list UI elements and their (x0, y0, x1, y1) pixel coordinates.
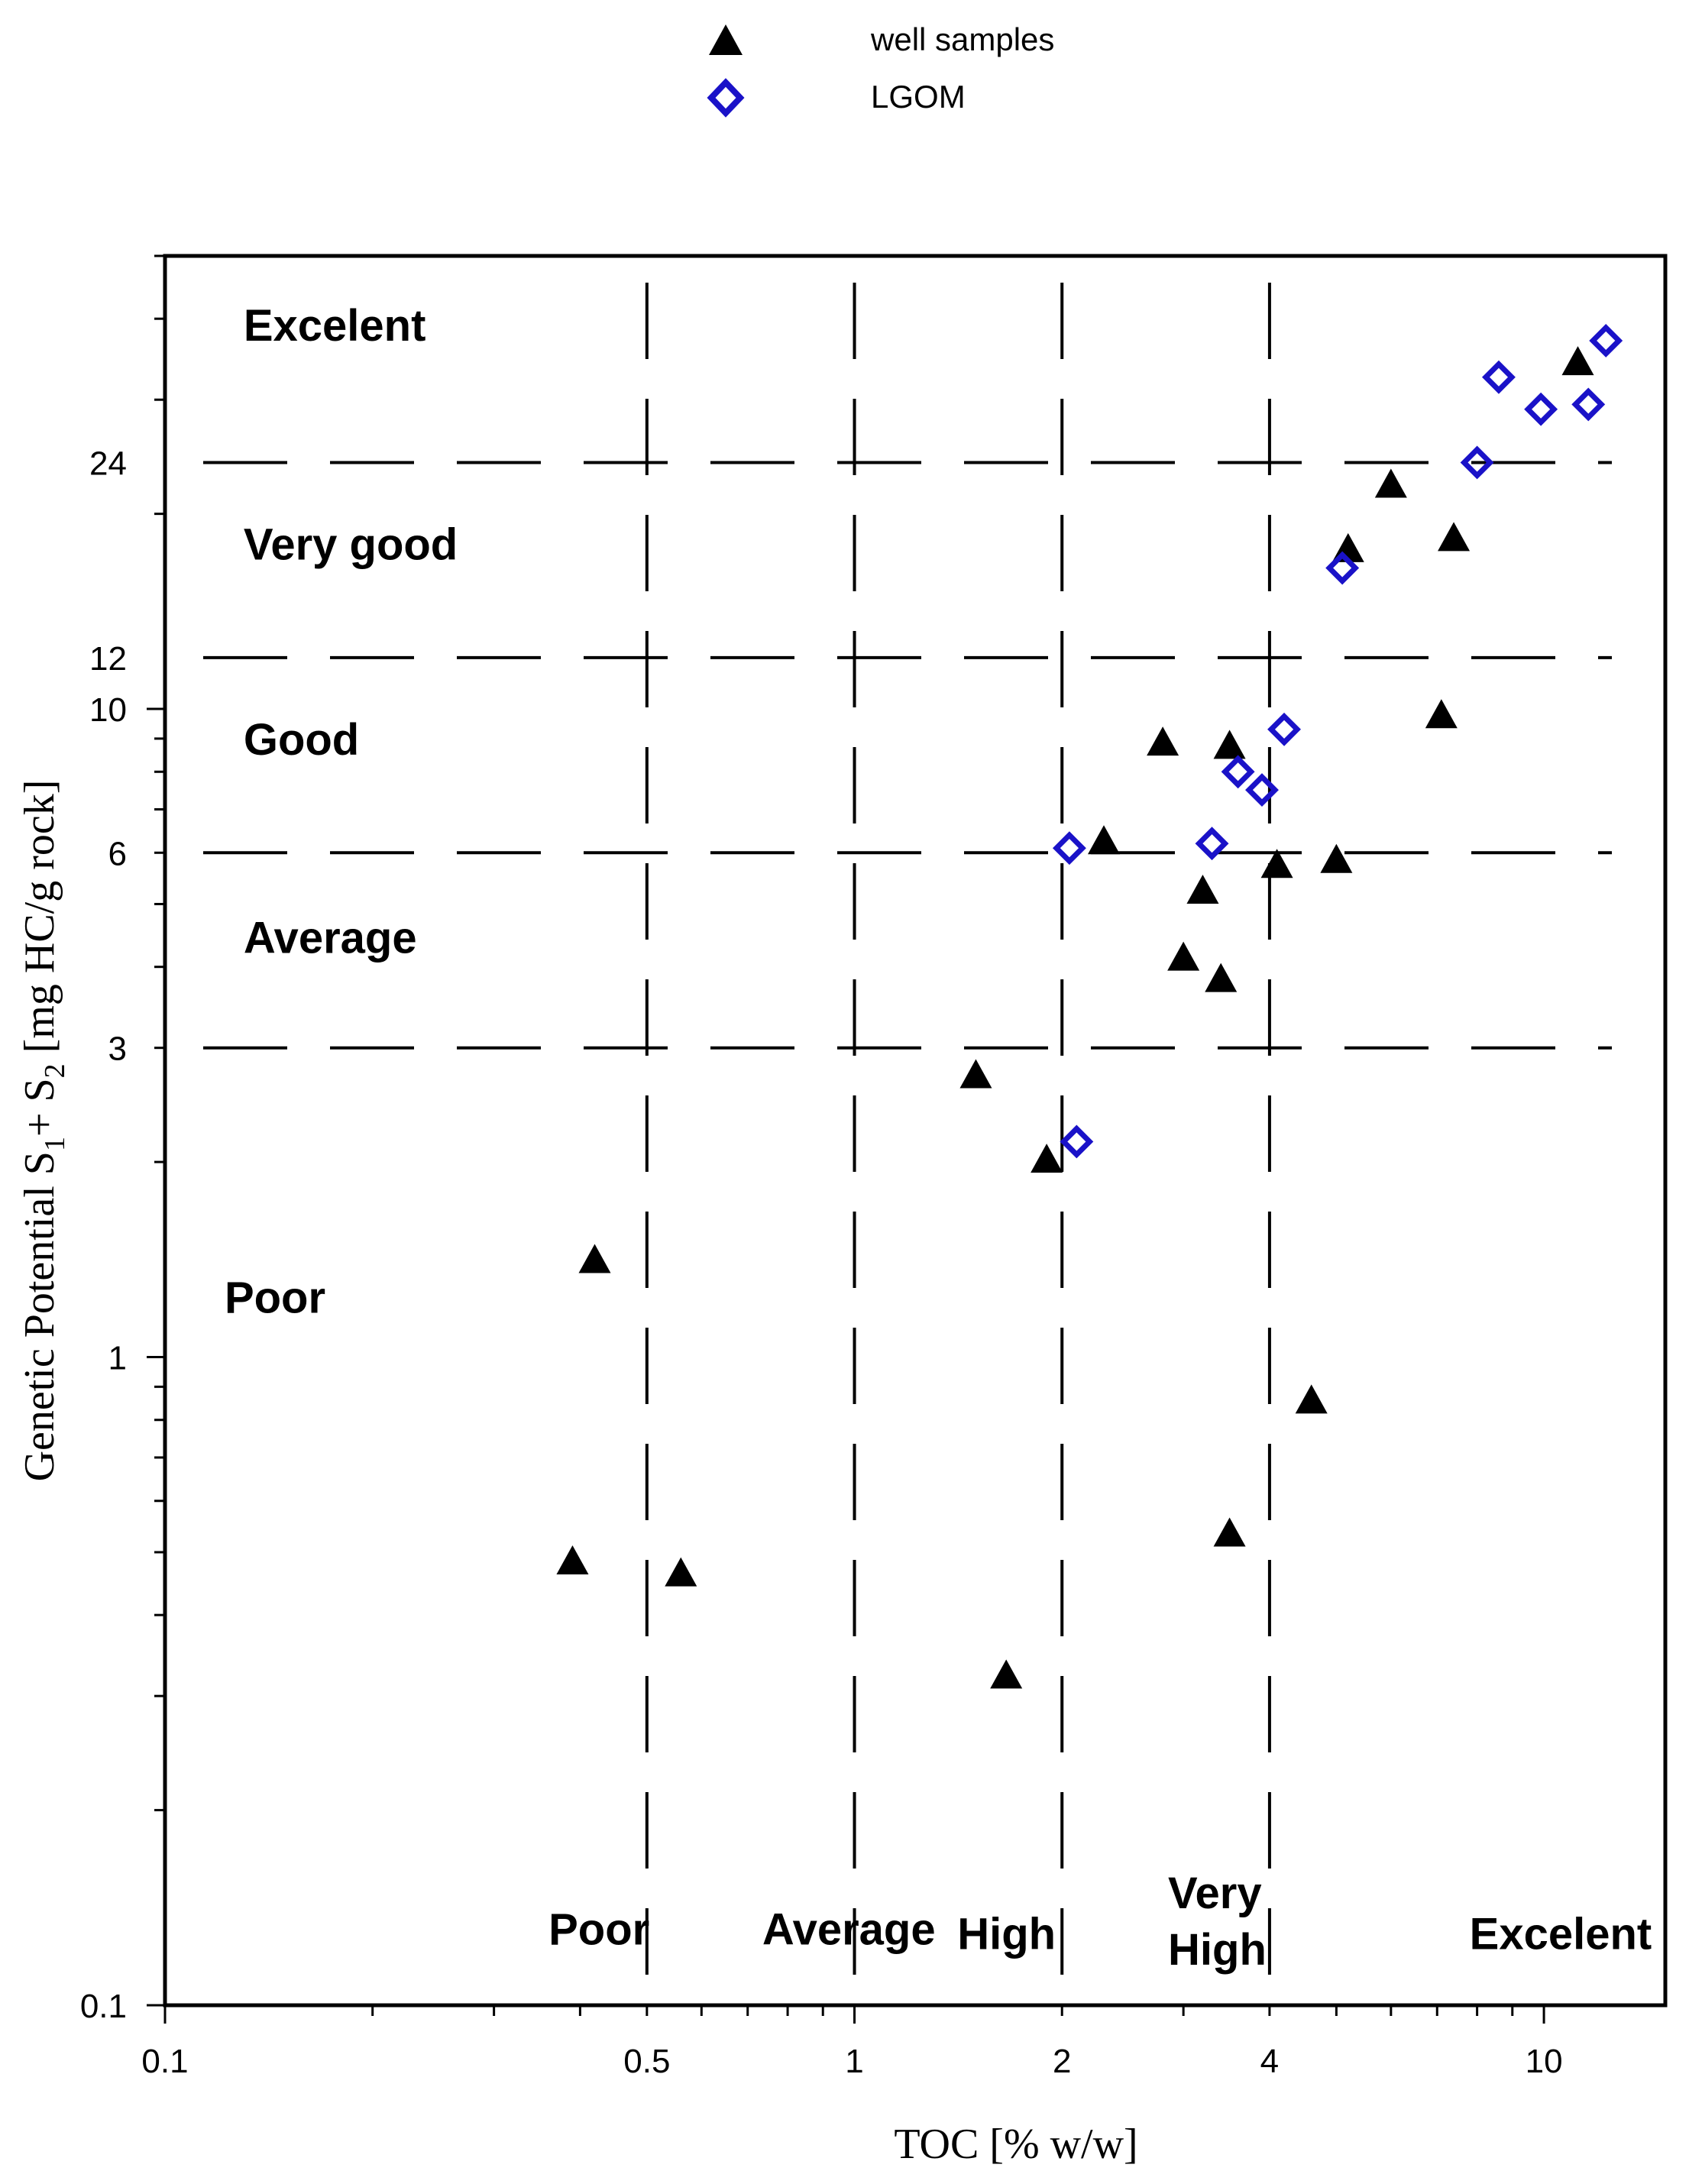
x-tick-label: 0.5 (623, 2043, 670, 2080)
class-labels: Excelent Very good Good Average Poor Poor Aver… (225, 301, 1652, 1975)
well-sample-point (1438, 522, 1471, 552)
lgom-point (1060, 1124, 1094, 1159)
lgom-point (1589, 324, 1623, 358)
potential-class-label: Very good (244, 520, 458, 570)
toc-class-label: Average (762, 1905, 936, 1955)
lgom-point (1524, 392, 1558, 426)
well-sample-point (1425, 699, 1458, 729)
well-sample-point (1186, 875, 1219, 904)
well-sample-point (1561, 346, 1594, 376)
toc-class-label: Very High (1168, 1869, 1267, 1975)
x-tick-label: 4 (1260, 2043, 1279, 2080)
toc-class-label: High (957, 1910, 1056, 1959)
potential-class-label: Excelent (244, 301, 426, 351)
legend-label-lgom: LGOM (871, 79, 966, 115)
y-tick-label: 6 (108, 835, 127, 872)
lgom-point (1325, 551, 1360, 585)
well-sample-point (1295, 1384, 1328, 1414)
toc-class-label: Excelent (1470, 1910, 1652, 1959)
x-tick-label: 0.1 (141, 2043, 188, 2080)
well-sample-point (1260, 849, 1293, 878)
y-tick-label: 0.1 (80, 1988, 127, 2025)
legend-diamond-marker (707, 78, 745, 118)
well-sample-point (1320, 843, 1353, 873)
potential-class-label: Poor (225, 1273, 325, 1323)
y-tick-label: 1 (108, 1340, 127, 1377)
well-sample-point (1147, 726, 1179, 756)
data-markers (556, 324, 1623, 1689)
plot-frame (163, 254, 1668, 2008)
y-tick-label: 3 (108, 1031, 127, 1068)
lgom-point (1482, 360, 1516, 394)
well-sample-point (1031, 1144, 1063, 1173)
y-axis-title: Genetic Potential S1+ S2 [mg HC/g rock] (16, 780, 71, 1482)
x-tick-label: 1 (845, 2043, 863, 2080)
lgom-point (1267, 712, 1301, 746)
legend-triangle-marker (709, 24, 743, 55)
well-sample-point (1213, 730, 1246, 759)
x-axis-title: TOC [% w/w] (894, 2121, 1137, 2168)
potential-class-label: Average (244, 914, 417, 963)
well-sample-point (665, 1557, 697, 1587)
well-sample-point (556, 1545, 589, 1574)
y-tick-label: 10 (89, 691, 127, 729)
legend-label-well-samples: well samples (870, 21, 1054, 57)
lgom-point (1052, 831, 1086, 866)
well-sample-point (990, 1659, 1023, 1689)
threshold-lines (165, 283, 1612, 1975)
well-sample-point (1213, 1517, 1246, 1547)
legend: well samples LGOM (707, 21, 1054, 118)
well-sample-point (1088, 825, 1121, 855)
x-tick-label: 2 (1053, 2043, 1071, 2080)
lgom-point (1245, 773, 1279, 807)
well-sample-point (1205, 963, 1238, 992)
lgom-point (1571, 387, 1606, 422)
lgom-point (1195, 827, 1229, 861)
well-sample-point (1167, 941, 1200, 971)
well-sample-point (1374, 468, 1407, 498)
x-tick-label: 10 (1526, 2043, 1563, 2080)
y-tick-label: 24 (89, 445, 127, 482)
toc-class-label: Poor (548, 1905, 649, 1955)
potential-class-label: Good (244, 715, 359, 765)
y-tick-label: 12 (89, 640, 127, 678)
lgom-point (1221, 755, 1255, 789)
lgom-point (1460, 445, 1494, 480)
well-sample-point (578, 1244, 611, 1273)
well-sample-point (959, 1059, 992, 1089)
